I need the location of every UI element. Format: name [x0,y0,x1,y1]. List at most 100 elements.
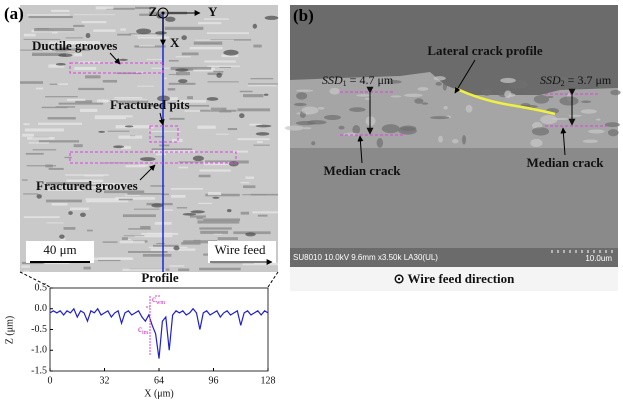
groove [118,135,143,139]
groove [51,202,68,206]
pit [223,49,239,56]
pit [216,72,222,78]
groove [23,270,30,272]
debris [451,138,459,144]
debris [581,100,592,103]
pit [239,113,245,119]
groove [24,128,64,132]
groove [73,24,85,27]
groove [200,230,229,234]
groove [51,9,70,12]
axis-label: X [170,35,180,50]
direction-label: Wire feed [214,242,266,257]
groove [74,66,97,70]
texture [20,6,279,272]
groove [171,138,183,142]
groove [79,108,98,112]
sem-scale: 10.0um [585,254,612,263]
groove [221,54,239,58]
debris [607,129,619,137]
groove [204,60,236,63]
groove [124,194,141,196]
scale-box [26,241,94,263]
debris [582,139,598,144]
substrate [290,148,618,248]
groove [123,235,145,237]
groove [107,130,130,132]
debris [295,89,314,92]
groove [49,83,60,85]
groove [78,43,104,46]
groove [178,166,188,169]
groove [60,237,66,241]
pit [55,63,66,66]
groove [162,209,173,211]
debris [293,102,307,107]
debris [561,81,566,86]
groove [243,94,264,98]
groove [154,135,165,138]
groove [73,144,83,148]
groove [183,240,218,244]
debris [414,98,424,104]
groove [250,78,274,80]
annotation-sub: wm [156,300,165,306]
ssd-label: SSD1 = 4.7 μm [322,73,394,88]
groove [181,52,199,56]
groove [148,246,188,249]
groove [20,49,51,51]
groove [199,227,232,230]
pit [165,16,176,22]
groove [32,54,73,56]
pit [181,35,187,41]
groove [47,117,76,120]
pit [85,33,91,39]
ssd-label: SSD2 = 3.7 μm [540,73,612,88]
pit [255,124,272,128]
groove [85,198,131,201]
groove [253,144,270,146]
groove [137,36,170,39]
groove [171,195,186,198]
debris [381,124,400,134]
groove [203,218,241,221]
groove [197,220,240,224]
debris [540,114,558,125]
x-tick-label: 128 [261,375,276,386]
groove [213,233,223,235]
groove [187,104,210,107]
axis-origin-dot [161,11,165,15]
groove [97,99,109,103]
groove [70,207,89,211]
debris [438,135,443,143]
groove [83,266,91,270]
debris [338,125,345,130]
groove [194,39,234,41]
groove [213,70,224,73]
debris [604,122,620,128]
groove [99,257,133,260]
groove [41,106,68,109]
pit [226,209,232,213]
debris [530,138,543,148]
debris [317,106,325,110]
groove [85,75,101,79]
zoom-line [267,271,279,288]
pit [60,47,69,51]
groove [26,165,57,167]
pit [68,211,73,215]
sem-info: SU8010 10.0kV 9.6mm x3.50k LA30(UL) [293,253,438,262]
groove [48,64,65,68]
x-tick-label: 64 [154,375,164,386]
groove [147,104,163,107]
ssd-sub: 2 [561,79,565,88]
groove [153,244,179,248]
groove [205,193,240,197]
groove [105,183,132,186]
groove [159,144,170,147]
groove [239,90,253,93]
groove [177,100,206,103]
groove [161,193,170,196]
debris [435,82,443,86]
